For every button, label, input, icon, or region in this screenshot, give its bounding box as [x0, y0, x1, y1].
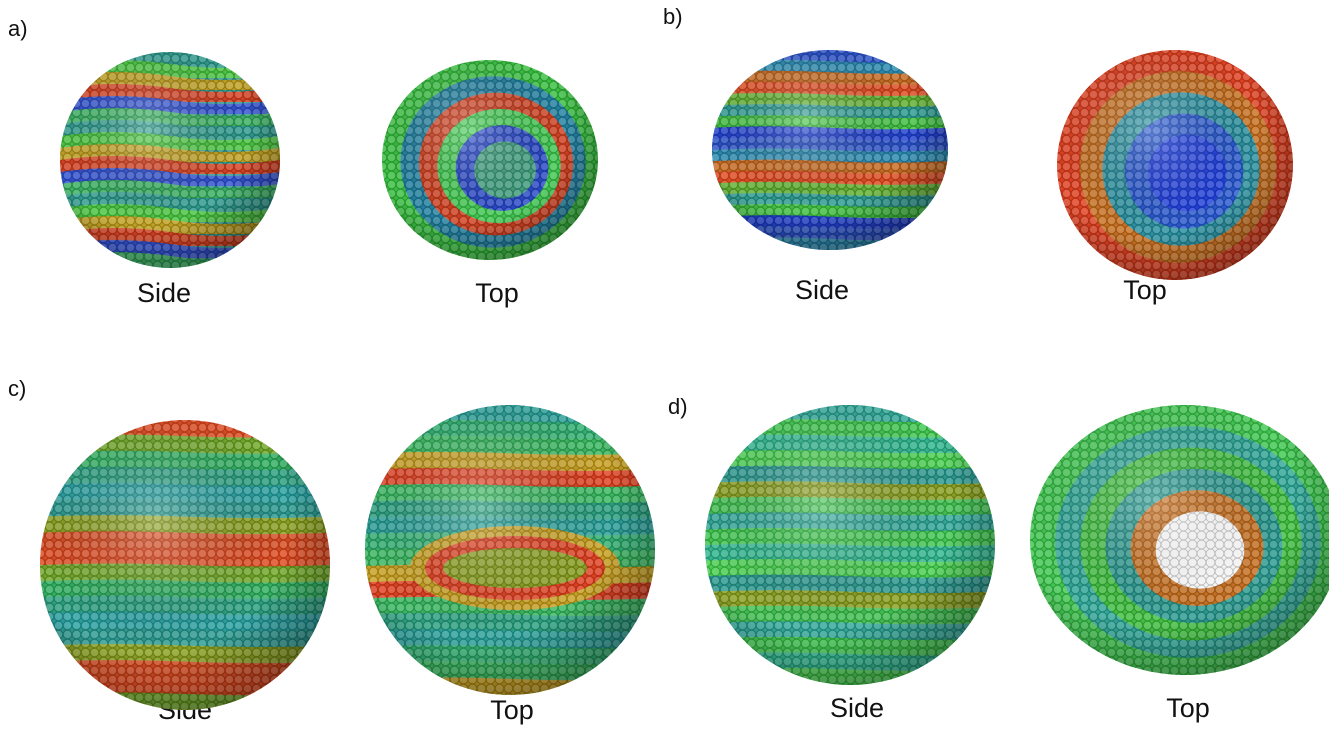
view-caption: Top — [1123, 275, 1167, 305]
view-caption: Top — [475, 278, 519, 308]
render-shade — [365, 405, 655, 695]
molecule-render — [382, 60, 598, 260]
view-caption: Side — [830, 693, 884, 723]
panel-label: a) — [8, 16, 28, 41]
molecule-render — [365, 404, 655, 698]
panel-label: c) — [8, 376, 26, 401]
molecule-render — [1057, 50, 1293, 280]
figure: a) Side Top b) Side Top c) Side Top d) S… — [0, 0, 1329, 732]
panel-label: d) — [668, 394, 688, 419]
render-shade — [1030, 405, 1329, 675]
view-caption: Side — [137, 278, 191, 308]
render-shade — [712, 50, 948, 250]
render-shade — [705, 405, 995, 685]
render-shade — [382, 60, 598, 260]
render-shade — [40, 420, 330, 710]
molecule-render — [1030, 405, 1329, 675]
panel-label: b) — [663, 4, 683, 29]
render-shade — [1057, 50, 1293, 280]
molecule-render — [705, 404, 995, 688]
molecule-render — [40, 419, 330, 713]
view-caption: Top — [1166, 693, 1210, 723]
view-caption: Top — [490, 695, 534, 725]
render-shade — [60, 52, 280, 268]
molecule-render — [60, 48, 280, 270]
molecule-render — [712, 49, 948, 253]
view-caption: Side — [795, 275, 849, 305]
